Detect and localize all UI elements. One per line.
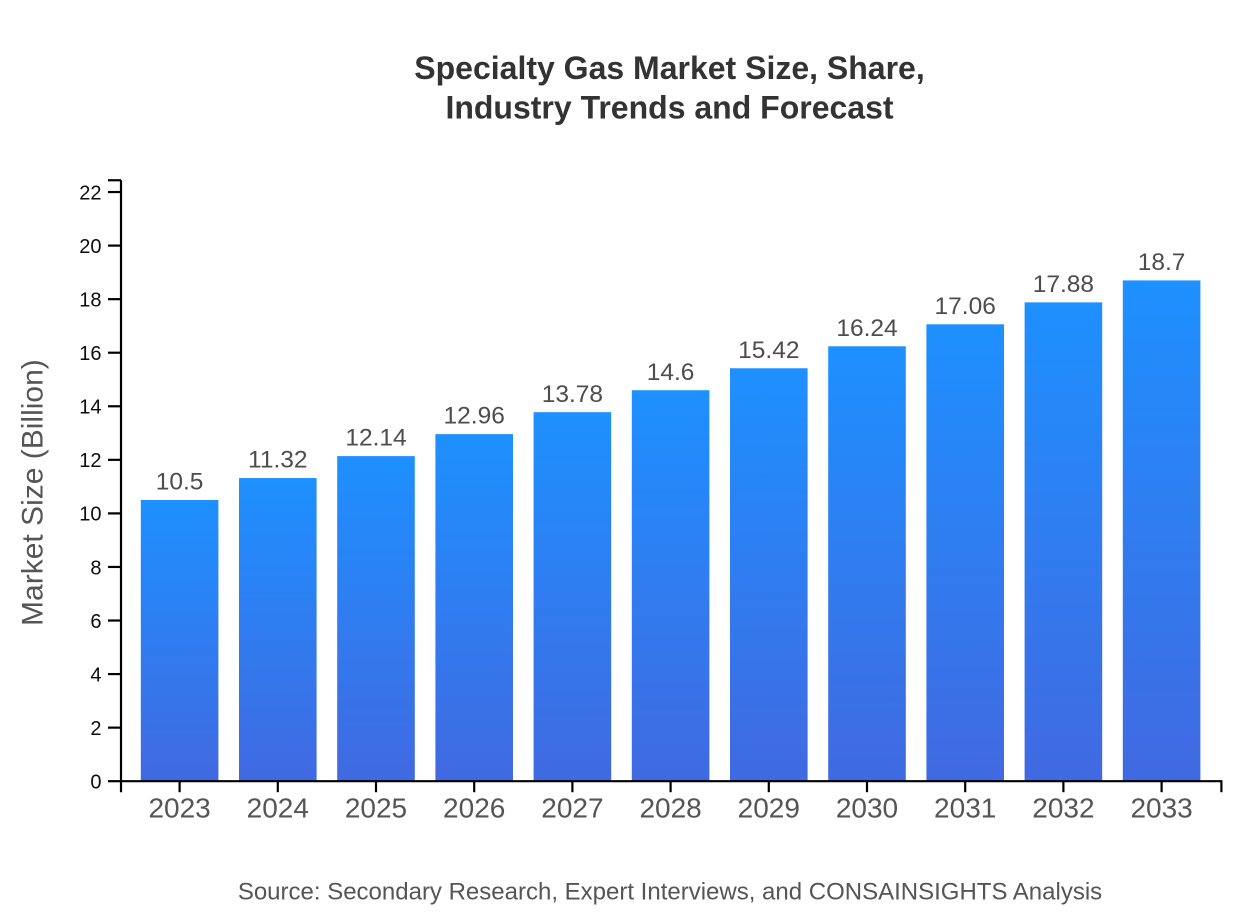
svg-text:2026: 2026 [443,792,505,823]
svg-text:10.5: 10.5 [156,469,204,496]
svg-text:14.6: 14.6 [647,359,695,386]
svg-text:4: 4 [90,664,101,686]
svg-text:2024: 2024 [247,792,309,823]
svg-text:8: 8 [90,557,101,579]
svg-text:2033: 2033 [1130,792,1192,823]
svg-text:10: 10 [79,504,101,526]
svg-text:2027: 2027 [541,792,603,823]
svg-text:6: 6 [90,611,101,633]
svg-text:13.78: 13.78 [542,381,603,408]
svg-text:16: 16 [79,343,101,365]
svg-text:2: 2 [90,718,101,740]
svg-text:20: 20 [79,236,101,258]
svg-text:2032: 2032 [1032,792,1094,823]
svg-text:17.06: 17.06 [935,293,996,320]
svg-text:15.42: 15.42 [738,337,799,364]
svg-text:2023: 2023 [148,792,210,823]
svg-text:12.14: 12.14 [345,425,406,452]
svg-text:Market Size (Billion): Market Size (Billion) [17,359,50,626]
svg-text:16.24: 16.24 [836,315,897,342]
svg-text:Specialty Gas Market Size, Sha: Specialty Gas Market Size, Share, [414,50,924,86]
svg-text:2029: 2029 [738,792,800,823]
svg-text:12: 12 [79,450,101,472]
svg-text:22: 22 [79,182,101,204]
svg-text:Source: Secondary Research, Ex: Source: Secondary Research, Expert Inter… [238,878,1102,905]
svg-text:18: 18 [79,289,101,311]
svg-text:17.88: 17.88 [1033,271,1094,298]
svg-text:12.96: 12.96 [444,403,505,430]
svg-text:2028: 2028 [639,792,701,823]
svg-text:Industry Trends and Forecast: Industry Trends and Forecast [445,90,893,126]
svg-text:14: 14 [79,397,101,419]
svg-text:11.32: 11.32 [248,447,308,474]
svg-text:2030: 2030 [836,792,898,823]
svg-text:2025: 2025 [345,792,407,823]
svg-text:18.7: 18.7 [1138,249,1186,276]
svg-text:0: 0 [90,772,101,794]
svg-text:2031: 2031 [934,792,996,823]
